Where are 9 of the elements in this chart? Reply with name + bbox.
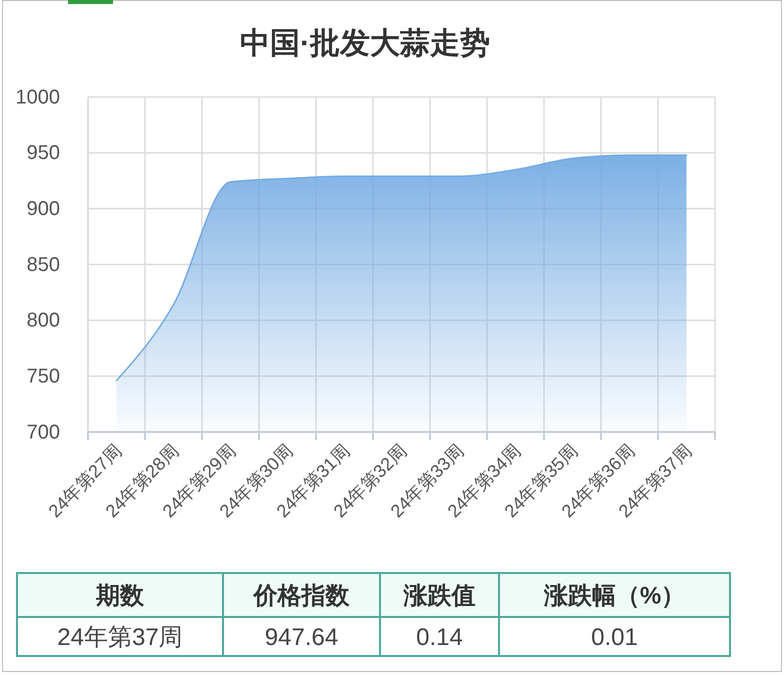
summary-table: 期数 价格指数 涨跌值 涨跌幅（%） 24年第37周 947.64 0.14 0.01 [16,572,731,657]
y-tick-label: 950 [26,142,60,164]
y-tick-label: 850 [26,254,60,276]
chart-title: 中国·批发大蒜走势 [240,27,490,60]
y-tick-label: 750 [26,366,60,388]
y-tick-label: 900 [26,198,60,220]
y-tick-label: 1000 [16,86,60,108]
y-tick-label: 800 [26,310,60,332]
y-tick-label: 700 [26,421,60,444]
